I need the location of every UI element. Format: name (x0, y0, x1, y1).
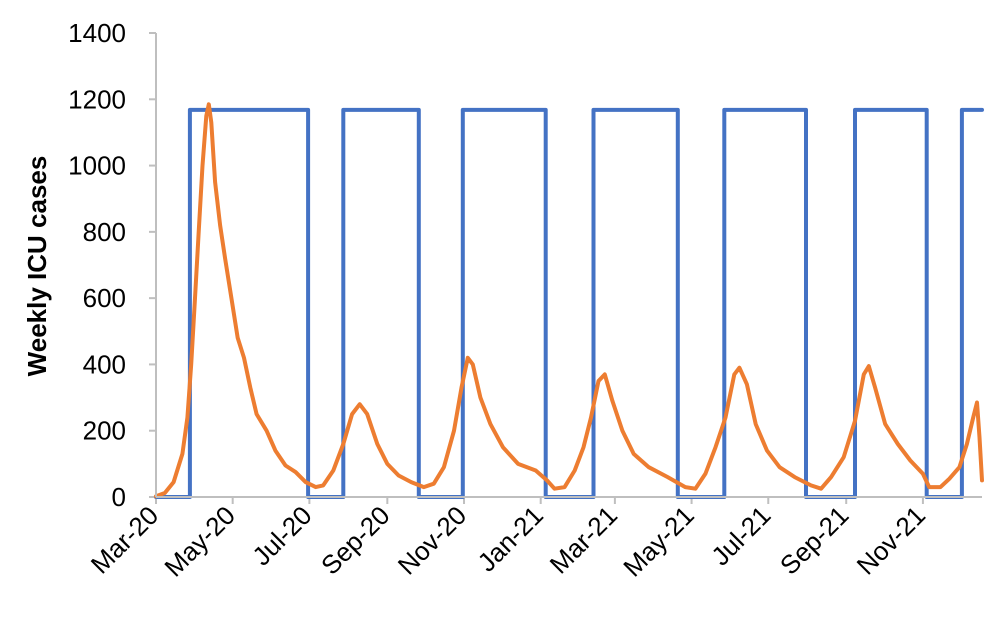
y-tick-label: 0 (112, 482, 126, 512)
y-tick-label: 1200 (68, 84, 126, 114)
y-tick-label: 1000 (68, 151, 126, 181)
x-tick-label: May-20 (158, 500, 241, 583)
y-axis-ticks: 0 200 400 600 800 1000 1200 1400 (68, 18, 156, 512)
y-tick-label: 200 (83, 416, 126, 446)
y-tick-label: 1400 (68, 18, 126, 48)
x-tick-label: Sep-20 (315, 500, 395, 580)
x-tick-label: Mar-21 (544, 500, 623, 579)
series-layer (154, 102, 984, 499)
x-tick-label: May-21 (617, 500, 700, 583)
y-tick-label: 800 (83, 217, 126, 247)
x-tick-label: Nov-20 (392, 500, 472, 580)
icu-cases-line (154, 102, 984, 499)
x-tick-label: Jan-21 (472, 500, 549, 577)
y-axis-title: Weekly ICU cases (22, 156, 52, 377)
y-tick-label: 400 (83, 349, 126, 379)
capacity-step-line (154, 107, 984, 499)
x-tick-label: Jul-20 (246, 500, 317, 571)
x-tick-label: Sep-21 (774, 500, 854, 580)
y-tick-label: 600 (83, 283, 126, 313)
x-tick-label: Jul-21 (705, 500, 776, 571)
x-tick-label: Nov-21 (851, 500, 931, 580)
